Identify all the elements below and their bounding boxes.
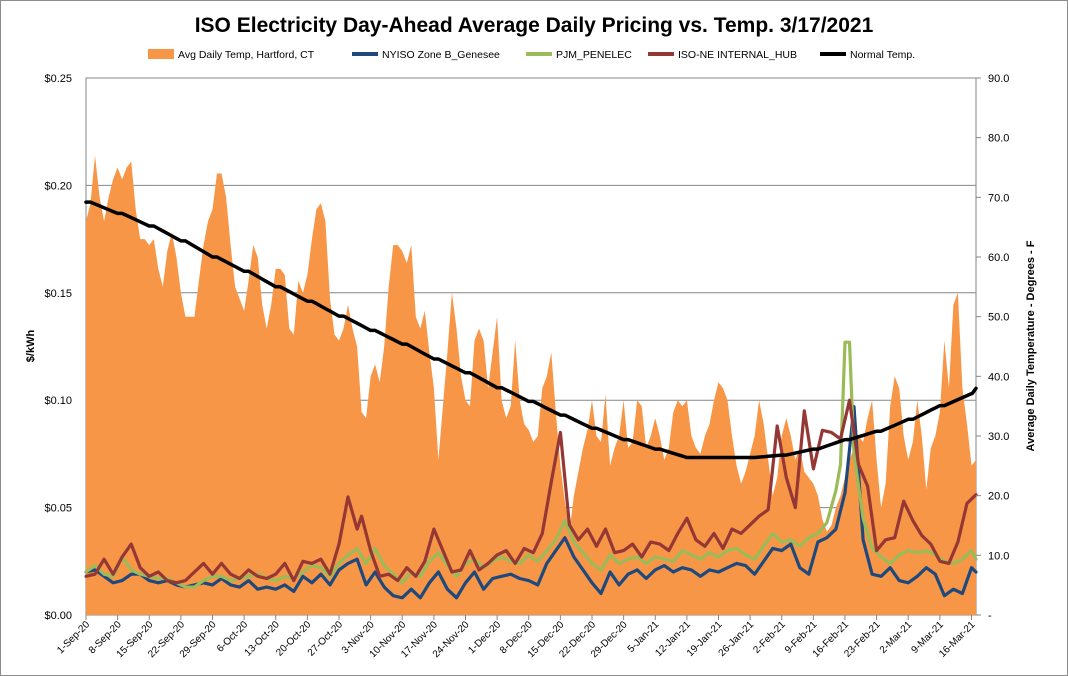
x-tick-label: 1-Sep-20 [55,619,92,656]
x-axis: 1-Sep-208-Sep-2015-Sep-2022-Sep-2029-Sep… [55,615,978,660]
x-tick-label: 1-Dec-20 [466,619,503,656]
left-axis: $0.00 $0.05 $0.10 $0.15 $0.20 $0.25 [44,73,72,622]
y2-tick-label: 70.0 [988,192,1009,204]
y2-axis-label: Average Daily Temperature - Degrees - F [1025,240,1037,451]
series-area-avg-daily-temp-hartford-ct [86,155,976,615]
y2-tick-label: - [988,610,992,622]
series-line-normal-temp [84,200,978,460]
y2-tick-label: 30.0 [988,431,1009,443]
y-tick-label: $0.15 [44,288,72,300]
legend-label-avg-daily-temp-hartford-ct: Avg Daily Temp, Hartford, CT [178,49,315,61]
price-lines [84,200,978,600]
y2-tick-label: 10.0 [988,550,1009,562]
y2-tick-label: 40.0 [988,371,1009,383]
x-tick-label: 2-Mar-21 [878,619,915,656]
x-tick-label: 27-Oct-20 [306,619,346,659]
y2-tick-label: 80.0 [988,133,1009,145]
x-tick-label: 2-Feb-21 [751,619,788,656]
y-tick-label: $0.10 [44,395,72,407]
temperature-area [86,155,976,615]
y-tick-label: $0.00 [44,610,72,622]
right-axis: - 10.0 20.0 30.0 40.0 50.0 60.0 70.0 80.0 90.0 [976,73,1009,622]
y-tick-label: $0.25 [44,73,72,85]
y-tick-label: $0.05 [44,503,72,515]
y-axis-label: $/kWh [25,330,37,363]
legend-label-normal-temp: Normal Temp. [850,49,915,61]
x-tick-label: 26-Jan-21 [717,619,757,659]
y2-tick-label: 50.0 [988,312,1009,324]
y-tick-label: $0.20 [44,180,72,192]
y2-tick-label: 60.0 [988,252,1009,264]
legend-label-nyiso-zone-b-genesee: NYISO Zone B_Genesee [382,49,500,61]
series-line-iso-ne-internal-hub [84,398,978,585]
chart-title: ISO Electricity Day-Ahead Average Daily … [195,14,874,37]
legend-label-pjm-penelec: PJM_PENELEC [556,49,632,61]
legend: Avg Daily Temp, Hartford, CT NYISO Zone B… [148,49,915,61]
y2-tick-label: 20.0 [988,491,1009,503]
legend-label-iso-ne-internal-hub: ISO-NE INTERNAL_HUB [678,49,797,61]
series-line-nyiso-zone-b-genesee [84,405,978,600]
legend-swatch-avg-daily-temp-hartford-ct [148,49,174,59]
y2-tick-label: 90.0 [988,73,1009,85]
